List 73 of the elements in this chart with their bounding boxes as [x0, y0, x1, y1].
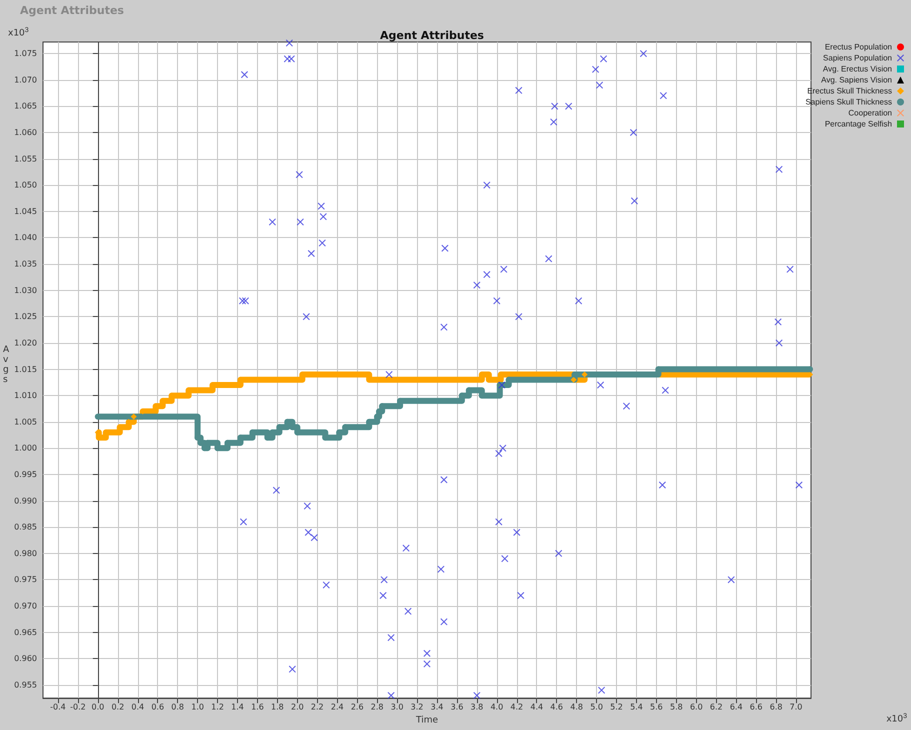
x-tick-label: 1.8 [271, 702, 284, 712]
y-tick-label: 1.035 [14, 260, 37, 269]
y-tick-label: 0.955 [14, 680, 37, 690]
legend-label: Erectus Population [824, 42, 892, 52]
x-tick-label: 5.4 [630, 702, 643, 712]
x-tick-label: 0.2 [111, 702, 124, 712]
x-tick-label: 3.8 [470, 702, 484, 712]
text: Agent Attributes [20, 4, 124, 17]
x-tick-label: 6.4 [730, 702, 743, 712]
y-tick-label: 0.985 [14, 522, 37, 532]
y-tick-label: 1.000 [14, 444, 37, 453]
x-tick-label: 5.2 [610, 702, 623, 712]
y-tick-label: 1.015 [14, 364, 37, 374]
y-tick-label: 1.075 [14, 49, 37, 58]
x-tick-label: 2.2 [310, 702, 324, 712]
y-tick-label: 1.045 [14, 206, 37, 216]
y-tick-label: 0.980 [14, 548, 37, 558]
y-tick-label: 0.960 [14, 654, 37, 664]
x-tick-label: 6.0 [690, 702, 703, 712]
x-tick-label: 7.0 [790, 702, 802, 712]
x-tick-label: 2.8 [370, 702, 384, 712]
y-tick-label: 0.975 [14, 575, 37, 584]
y-tick-label: 1.060 [14, 128, 37, 137]
x-tick-label: 4.0 [490, 702, 504, 712]
x-tick-label: 4.2 [510, 702, 524, 712]
y-tick-label: 1.070 [14, 75, 37, 84]
y-tick-label: 1.040 [14, 233, 37, 242]
x-axis-title: Time [414, 716, 438, 726]
y-axis-title: Avgs [3, 345, 10, 385]
x-tick-label: 4.4 [530, 702, 544, 712]
x-tick-label: 2.6 [350, 702, 364, 712]
x-tick-label: 6.8 [770, 702, 782, 712]
x-tick-label: 3.0 [390, 702, 404, 712]
y-tick-label: 0.970 [14, 602, 37, 611]
x-tick-label: -0.4 [50, 702, 66, 712]
x-tick-label: 0.0 [91, 702, 104, 712]
legend-label: Avg. Erectus Vision [822, 64, 892, 74]
x-tick-label: 5.0 [590, 702, 603, 712]
legend-label: Avg. Sapiens Vision [821, 76, 892, 84]
x-tick-label: 1.4 [231, 702, 244, 712]
x-tick-label: 0.4 [131, 702, 144, 712]
x-tick-label: 6.6 [750, 702, 763, 712]
x-tick-label: -0.2 [70, 702, 86, 712]
x-tick-label: 1.2 [211, 702, 224, 712]
legend-label: Sapiens Population [823, 54, 892, 62]
x-tick-label: 4.8 [570, 702, 583, 712]
y-tick-label: 0.965 [14, 628, 37, 637]
x-tick-label: 1.0 [191, 702, 204, 712]
x-tick-label: 0.8 [171, 702, 184, 712]
x-tick-label: 3.4 [430, 702, 444, 712]
y-tick-label: 0.990 [14, 496, 37, 506]
y-tick-label: 1.030 [14, 286, 37, 295]
y-tick-label: 1.055 [14, 154, 37, 164]
y-tick-label: 1.020 [14, 338, 37, 348]
y-tick-label: 0.995 [14, 470, 37, 479]
x-tick-label: 2.4 [330, 702, 344, 712]
x-tick-label: 1.6 [251, 702, 264, 712]
x-tick-label: 5.6 [650, 702, 663, 712]
y-tick-label: 1.010 [14, 391, 37, 400]
y-tick-label: 1.050 [14, 180, 37, 190]
x-tick-label: 3.2 [410, 702, 424, 712]
x-tick-label: 6.2 [710, 702, 723, 712]
legend-label: Percantage Selfish [824, 120, 892, 128]
legend-label: Cooperation [848, 108, 892, 118]
x-tick-label: 2.0 [290, 702, 304, 712]
y-tick-label: 1.065 [14, 102, 37, 111]
chart-title: Agent Attributes [380, 29, 484, 42]
x-tick-label: 4.6 [550, 702, 564, 712]
x-tick-label: 0.6 [151, 702, 164, 712]
y-tick-label: 1.005 [14, 417, 37, 426]
x-tick-label: 3.6 [450, 702, 464, 712]
y-tick-label: 1.025 [14, 312, 37, 322]
x-tick-label: 5.8 [670, 702, 683, 712]
